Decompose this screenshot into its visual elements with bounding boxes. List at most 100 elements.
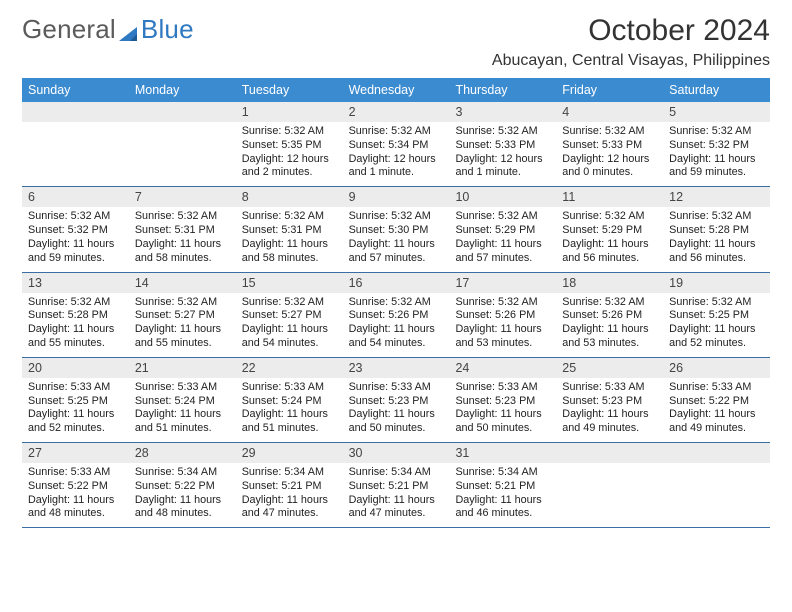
day-number: 29 [236, 443, 343, 463]
detail-line: Daylight: 11 hours [135, 323, 230, 337]
calendar-cell: 24Sunrise: 5:33 AMSunset: 5:23 PMDayligh… [449, 358, 556, 442]
detail-line: Sunrise: 5:32 AM [562, 210, 657, 224]
day-number: 13 [22, 273, 129, 293]
calendar-week-row: 13Sunrise: 5:32 AMSunset: 5:28 PMDayligh… [22, 273, 770, 358]
day-number: 31 [449, 443, 556, 463]
detail-line: Sunrise: 5:34 AM [135, 466, 230, 480]
day-number-empty [129, 102, 236, 122]
calendar-cell: 8Sunrise: 5:32 AMSunset: 5:31 PMDaylight… [236, 187, 343, 271]
detail-line: Daylight: 11 hours [349, 494, 444, 508]
detail-line: Sunrise: 5:33 AM [669, 381, 764, 395]
detail-line: Sunset: 5:33 PM [455, 139, 550, 153]
detail-line: Sunset: 5:32 PM [669, 139, 764, 153]
day-number: 22 [236, 358, 343, 378]
detail-line: and 53 minutes. [562, 337, 657, 351]
calendar-cell [663, 443, 770, 527]
detail-line: and 48 minutes. [135, 507, 230, 521]
day-number: 8 [236, 187, 343, 207]
detail-line: and 49 minutes. [562, 422, 657, 436]
detail-line: Daylight: 11 hours [28, 323, 123, 337]
detail-line: Daylight: 11 hours [455, 238, 550, 252]
detail-line: Sunrise: 5:32 AM [455, 296, 550, 310]
detail-line: Daylight: 11 hours [455, 494, 550, 508]
day-details: Sunrise: 5:32 AMSunset: 5:32 PMDaylight:… [663, 122, 770, 186]
calendar-body: 1Sunrise: 5:32 AMSunset: 5:35 PMDaylight… [22, 102, 770, 528]
detail-line: Sunset: 5:25 PM [28, 395, 123, 409]
calendar-cell: 20Sunrise: 5:33 AMSunset: 5:25 PMDayligh… [22, 358, 129, 442]
detail-line: and 47 minutes. [349, 507, 444, 521]
day-number: 20 [22, 358, 129, 378]
detail-line: Sunrise: 5:32 AM [242, 125, 337, 139]
day-details: Sunrise: 5:33 AMSunset: 5:22 PMDaylight:… [663, 378, 770, 442]
detail-line: and 1 minute. [455, 166, 550, 180]
detail-line: and 51 minutes. [242, 422, 337, 436]
day-details: Sunrise: 5:33 AMSunset: 5:25 PMDaylight:… [22, 378, 129, 442]
page-title: October 2024 [492, 14, 770, 48]
detail-line: Sunset: 5:22 PM [28, 480, 123, 494]
detail-line: Sunrise: 5:32 AM [562, 296, 657, 310]
calendar-cell: 27Sunrise: 5:33 AMSunset: 5:22 PMDayligh… [22, 443, 129, 527]
calendar-cell: 11Sunrise: 5:32 AMSunset: 5:29 PMDayligh… [556, 187, 663, 271]
detail-line: Daylight: 11 hours [28, 238, 123, 252]
day-details: Sunrise: 5:34 AMSunset: 5:22 PMDaylight:… [129, 463, 236, 527]
calendar-cell: 5Sunrise: 5:32 AMSunset: 5:32 PMDaylight… [663, 102, 770, 186]
detail-line: Sunset: 5:31 PM [242, 224, 337, 238]
day-details: Sunrise: 5:32 AMSunset: 5:30 PMDaylight:… [343, 207, 450, 271]
day-number: 21 [129, 358, 236, 378]
calendar-cell: 9Sunrise: 5:32 AMSunset: 5:30 PMDaylight… [343, 187, 450, 271]
calendar-cell: 28Sunrise: 5:34 AMSunset: 5:22 PMDayligh… [129, 443, 236, 527]
calendar-cell: 1Sunrise: 5:32 AMSunset: 5:35 PMDaylight… [236, 102, 343, 186]
calendar-cell: 23Sunrise: 5:33 AMSunset: 5:23 PMDayligh… [343, 358, 450, 442]
calendar-cell: 26Sunrise: 5:33 AMSunset: 5:22 PMDayligh… [663, 358, 770, 442]
detail-line: and 47 minutes. [242, 507, 337, 521]
day-details: Sunrise: 5:32 AMSunset: 5:31 PMDaylight:… [129, 207, 236, 271]
detail-line: Daylight: 11 hours [455, 323, 550, 337]
detail-line: Daylight: 11 hours [135, 494, 230, 508]
calendar-cell: 25Sunrise: 5:33 AMSunset: 5:23 PMDayligh… [556, 358, 663, 442]
calendar-header-row: Sunday Monday Tuesday Wednesday Thursday… [22, 78, 770, 102]
day-number: 18 [556, 273, 663, 293]
day-number: 1 [236, 102, 343, 122]
day-details: Sunrise: 5:32 AMSunset: 5:28 PMDaylight:… [22, 293, 129, 357]
detail-line: Sunrise: 5:34 AM [242, 466, 337, 480]
detail-line: and 57 minutes. [455, 252, 550, 266]
location-text: Abucayan, Central Visayas, Philippines [492, 52, 770, 70]
detail-line: Sunset: 5:21 PM [349, 480, 444, 494]
calendar-cell: 16Sunrise: 5:32 AMSunset: 5:26 PMDayligh… [343, 273, 450, 357]
detail-line: Sunset: 5:29 PM [562, 224, 657, 238]
detail-line: Daylight: 11 hours [242, 323, 337, 337]
day-number: 11 [556, 187, 663, 207]
calendar-cell: 3Sunrise: 5:32 AMSunset: 5:33 PMDaylight… [449, 102, 556, 186]
detail-line: and 52 minutes. [669, 337, 764, 351]
detail-line: Sunrise: 5:32 AM [562, 125, 657, 139]
day-number: 24 [449, 358, 556, 378]
detail-line: Daylight: 11 hours [562, 238, 657, 252]
calendar-week-row: 20Sunrise: 5:33 AMSunset: 5:25 PMDayligh… [22, 358, 770, 443]
day-details: Sunrise: 5:33 AMSunset: 5:24 PMDaylight:… [129, 378, 236, 442]
day-details: Sunrise: 5:32 AMSunset: 5:29 PMDaylight:… [556, 207, 663, 271]
calendar-cell: 2Sunrise: 5:32 AMSunset: 5:34 PMDaylight… [343, 102, 450, 186]
detail-line: Daylight: 11 hours [135, 238, 230, 252]
detail-line: Daylight: 11 hours [28, 494, 123, 508]
calendar-cell: 6Sunrise: 5:32 AMSunset: 5:32 PMDaylight… [22, 187, 129, 271]
day-number: 5 [663, 102, 770, 122]
day-number: 19 [663, 273, 770, 293]
calendar-cell: 22Sunrise: 5:33 AMSunset: 5:24 PMDayligh… [236, 358, 343, 442]
day-details: Sunrise: 5:32 AMSunset: 5:27 PMDaylight:… [129, 293, 236, 357]
detail-line: Daylight: 11 hours [349, 408, 444, 422]
detail-line: and 59 minutes. [669, 166, 764, 180]
day-number: 7 [129, 187, 236, 207]
day-label: Friday [556, 78, 663, 102]
detail-line: Sunrise: 5:32 AM [135, 296, 230, 310]
day-details: Sunrise: 5:33 AMSunset: 5:23 PMDaylight:… [556, 378, 663, 442]
day-number: 15 [236, 273, 343, 293]
detail-line: Sunrise: 5:34 AM [349, 466, 444, 480]
day-number: 10 [449, 187, 556, 207]
detail-line: and 56 minutes. [669, 252, 764, 266]
detail-line: Daylight: 11 hours [562, 323, 657, 337]
detail-line: Sunset: 5:23 PM [455, 395, 550, 409]
detail-line: Sunrise: 5:34 AM [455, 466, 550, 480]
detail-line: and 1 minute. [349, 166, 444, 180]
detail-line: Sunset: 5:35 PM [242, 139, 337, 153]
detail-line: and 53 minutes. [455, 337, 550, 351]
